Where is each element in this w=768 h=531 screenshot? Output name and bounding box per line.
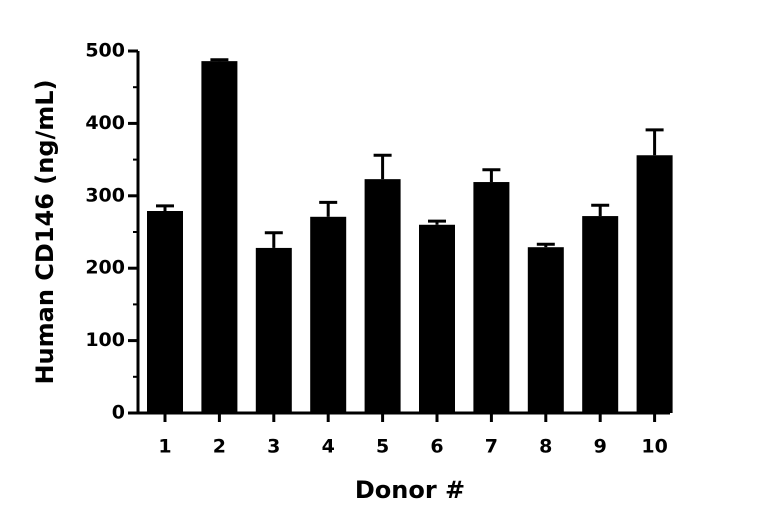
x-tick-label: 9 [594,436,607,458]
y-tick-label: 300 [85,184,125,206]
x-tick-label: 5 [376,436,389,458]
y-tick-label: 200 [85,257,125,279]
y-tick-label: 100 [85,329,125,351]
x-axis-label: Donor # [355,476,465,504]
bar [473,182,510,413]
bar [527,247,564,413]
x-tick-label: 1 [158,436,171,458]
x-tick-label: 2 [213,436,226,458]
x-tick-label: 6 [430,436,443,458]
bar [364,179,401,413]
x-tick-label: 8 [539,436,552,458]
bar [310,216,347,413]
bar [636,155,673,414]
y-tick-label: 500 [85,40,125,62]
y-axis-label: Human CD146 (ng/mL) [31,79,59,384]
y-tick-label: 400 [85,112,125,134]
x-tick-label: 7 [485,436,498,458]
bar [255,247,292,413]
bar [147,211,183,413]
x-tick-label: 3 [267,436,280,458]
x-tick-label: 4 [322,436,335,458]
x-tick-label: 10 [641,436,667,458]
bar [582,216,619,413]
bar [419,224,455,413]
y-tick-label: 0 [112,402,125,424]
bar [201,61,238,414]
